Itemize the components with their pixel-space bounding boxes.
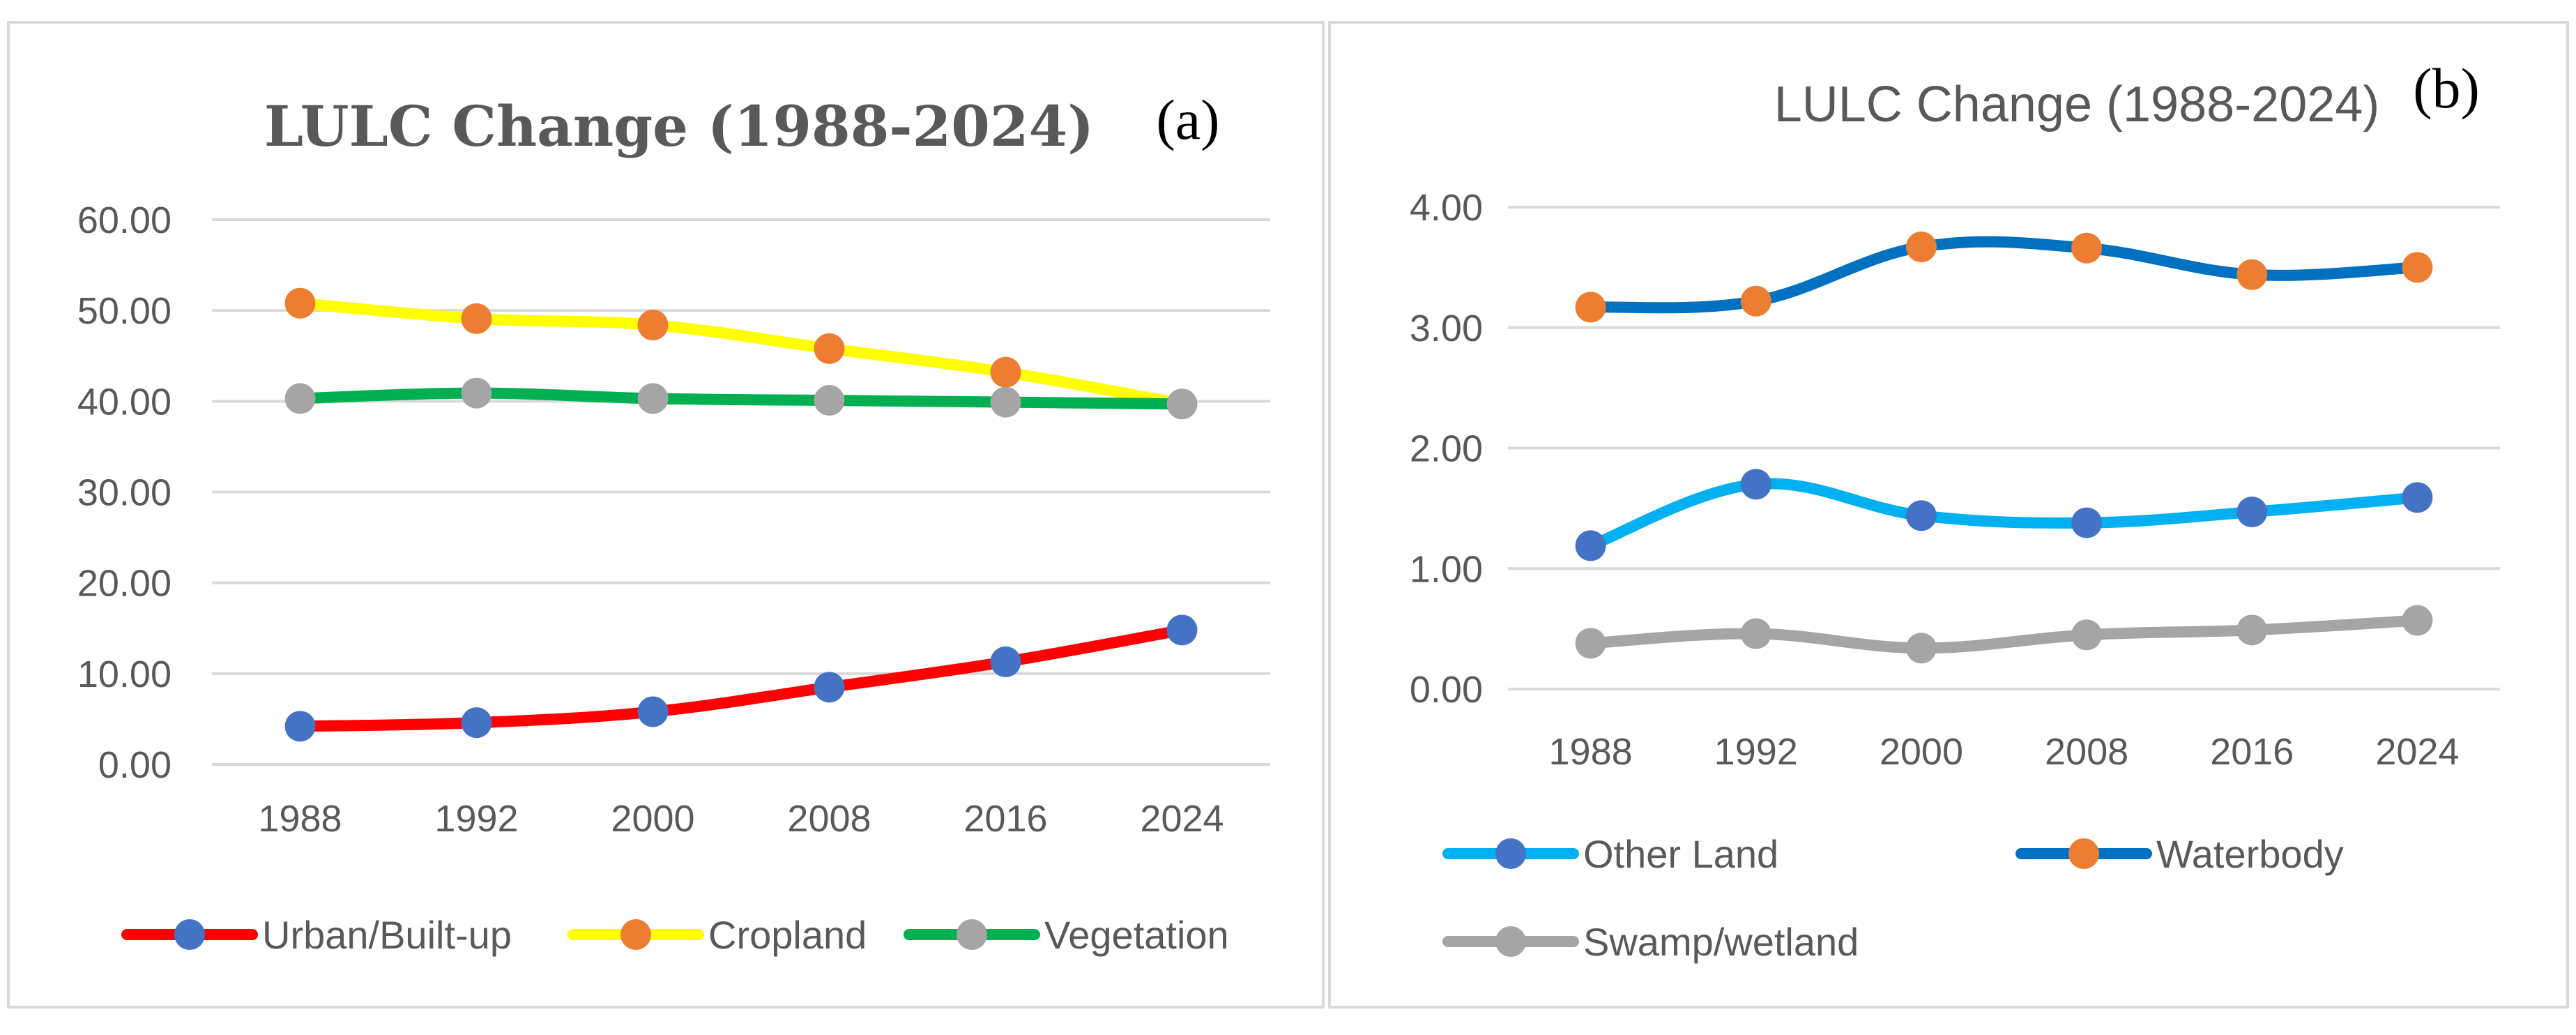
legend-marker-waterbody (2068, 838, 2099, 869)
data-point-waterbody (2071, 232, 2103, 264)
data-point-cropland (637, 309, 669, 340)
series-line-waterbody (1585, 236, 2423, 314)
data-point-other-land (1905, 500, 1937, 531)
y-tick-label: 60.00 (77, 199, 172, 241)
data-point-vegetation (1166, 388, 1198, 420)
y-tick-label: 0.00 (98, 744, 172, 786)
data-point-other-land (2402, 482, 2433, 513)
x-tick-label: 2000 (611, 798, 694, 840)
y-tick-label: 0.00 (1410, 669, 1483, 711)
data-point-other-land (2071, 507, 2103, 538)
y-tick-label: 2.00 (1410, 428, 1483, 470)
x-tick-label: 2016 (963, 798, 1047, 840)
y-tick-label: 1.00 (1410, 548, 1483, 590)
data-point-urban-built-up (461, 707, 492, 739)
series-line-vegetation (294, 387, 1188, 410)
x-tick-label: 2024 (2375, 731, 2459, 773)
y-tick-label: 10.00 (77, 654, 172, 695)
legend-label-other-land: Other Land (1583, 832, 1778, 876)
data-point-waterbody (2236, 259, 2268, 290)
panel-label: (b) (2413, 56, 2480, 120)
data-point-cropland (284, 287, 316, 319)
y-tick-label: 4.00 (1410, 187, 1483, 229)
data-point-swamp-wetland (1905, 633, 1937, 664)
series-line-swamp-wetland (1585, 614, 2423, 654)
data-point-vegetation (814, 385, 845, 416)
legend-label-waterbody: Waterbody (2156, 832, 2344, 876)
x-tick-label: 1992 (1714, 731, 1798, 773)
data-point-other-land (1740, 469, 1771, 500)
data-point-cropland (814, 333, 845, 364)
legend-label-cropland: Cropland (708, 913, 867, 957)
data-point-vegetation (990, 386, 1021, 418)
x-tick-label: 1988 (258, 798, 342, 840)
data-point-swamp-wetland (2402, 605, 2433, 636)
x-tick-label: 1988 (1549, 731, 1633, 773)
x-tick-label: 2008 (2045, 731, 2128, 773)
legend-marker-urban-built-up (174, 919, 205, 950)
data-point-swamp-wetland (2236, 614, 2268, 646)
data-point-urban-built-up (990, 646, 1021, 677)
x-tick-label: 2024 (1140, 798, 1224, 840)
data-point-cropland (990, 356, 1021, 388)
legend-label-vegetation: Vegetation (1044, 913, 1229, 957)
chart-panel-a: LULC Change (1988-2024) (a) 0.00 10.00 20.00… (7, 21, 1325, 1008)
legend-marker-other-land (1495, 838, 1526, 869)
x-tick-label: 2000 (1880, 731, 1963, 773)
y-tick-label: 3.00 (1410, 308, 1483, 349)
series-line-cropland (294, 297, 1188, 410)
chart-panel-b: LULC Change (1988-2024) (b) 0.00 1.00 2.00 3.… (1328, 21, 2569, 1008)
data-point-waterbody (2402, 252, 2433, 283)
legend-label-urban-built-up: Urban/Built-up (262, 913, 512, 957)
x-tick-label: 2016 (2210, 731, 2294, 773)
series-line-urban-built-up (294, 624, 1188, 732)
y-tick-label: 40.00 (77, 381, 172, 423)
data-point-swamp-wetland (2071, 619, 2103, 651)
y-tick-label: 50.00 (77, 290, 172, 332)
data-point-other-land (1575, 530, 1606, 561)
legend-marker-cropland (620, 919, 651, 950)
legend-label-swamp-wetland: Swamp/wetland (1583, 920, 1859, 964)
data-point-urban-built-up (284, 711, 316, 742)
data-point-waterbody (1905, 232, 1937, 263)
x-tick-label: 1992 (434, 798, 518, 840)
legend-marker-vegetation (957, 919, 987, 950)
data-point-urban-built-up (1166, 614, 1198, 646)
data-point-waterbody (1740, 285, 1771, 317)
data-point-vegetation (461, 377, 492, 409)
data-point-vegetation (284, 383, 316, 414)
x-tick-label: 2008 (787, 798, 871, 840)
series-line-other-land (1585, 478, 2423, 552)
data-point-other-land (2236, 497, 2268, 528)
data-point-urban-built-up (814, 672, 845, 703)
data-point-urban-built-up (637, 696, 669, 727)
chart-title: LULC Change (1988-2024) (1774, 77, 2380, 133)
panel-label: (a) (1156, 88, 1219, 151)
data-point-waterbody (1575, 292, 1606, 323)
chart-b-svg: LULC Change (1988-2024) (b) 0.00 1.00 2.00 3.… (1410, 56, 2500, 964)
data-point-swamp-wetland (1575, 628, 1606, 659)
y-tick-label: 30.00 (77, 472, 172, 514)
chart-title: LULC Change (1988-2024) (264, 93, 1094, 159)
y-tick-label: 20.00 (77, 563, 172, 605)
legend-marker-swamp-wetland (1495, 926, 1526, 957)
data-point-vegetation (637, 383, 669, 414)
data-point-cropland (461, 303, 492, 334)
data-point-swamp-wetland (1740, 618, 1771, 649)
chart-a-svg: LULC Change (1988-2024) (a) 0.00 10.00 20.00… (77, 88, 1270, 957)
